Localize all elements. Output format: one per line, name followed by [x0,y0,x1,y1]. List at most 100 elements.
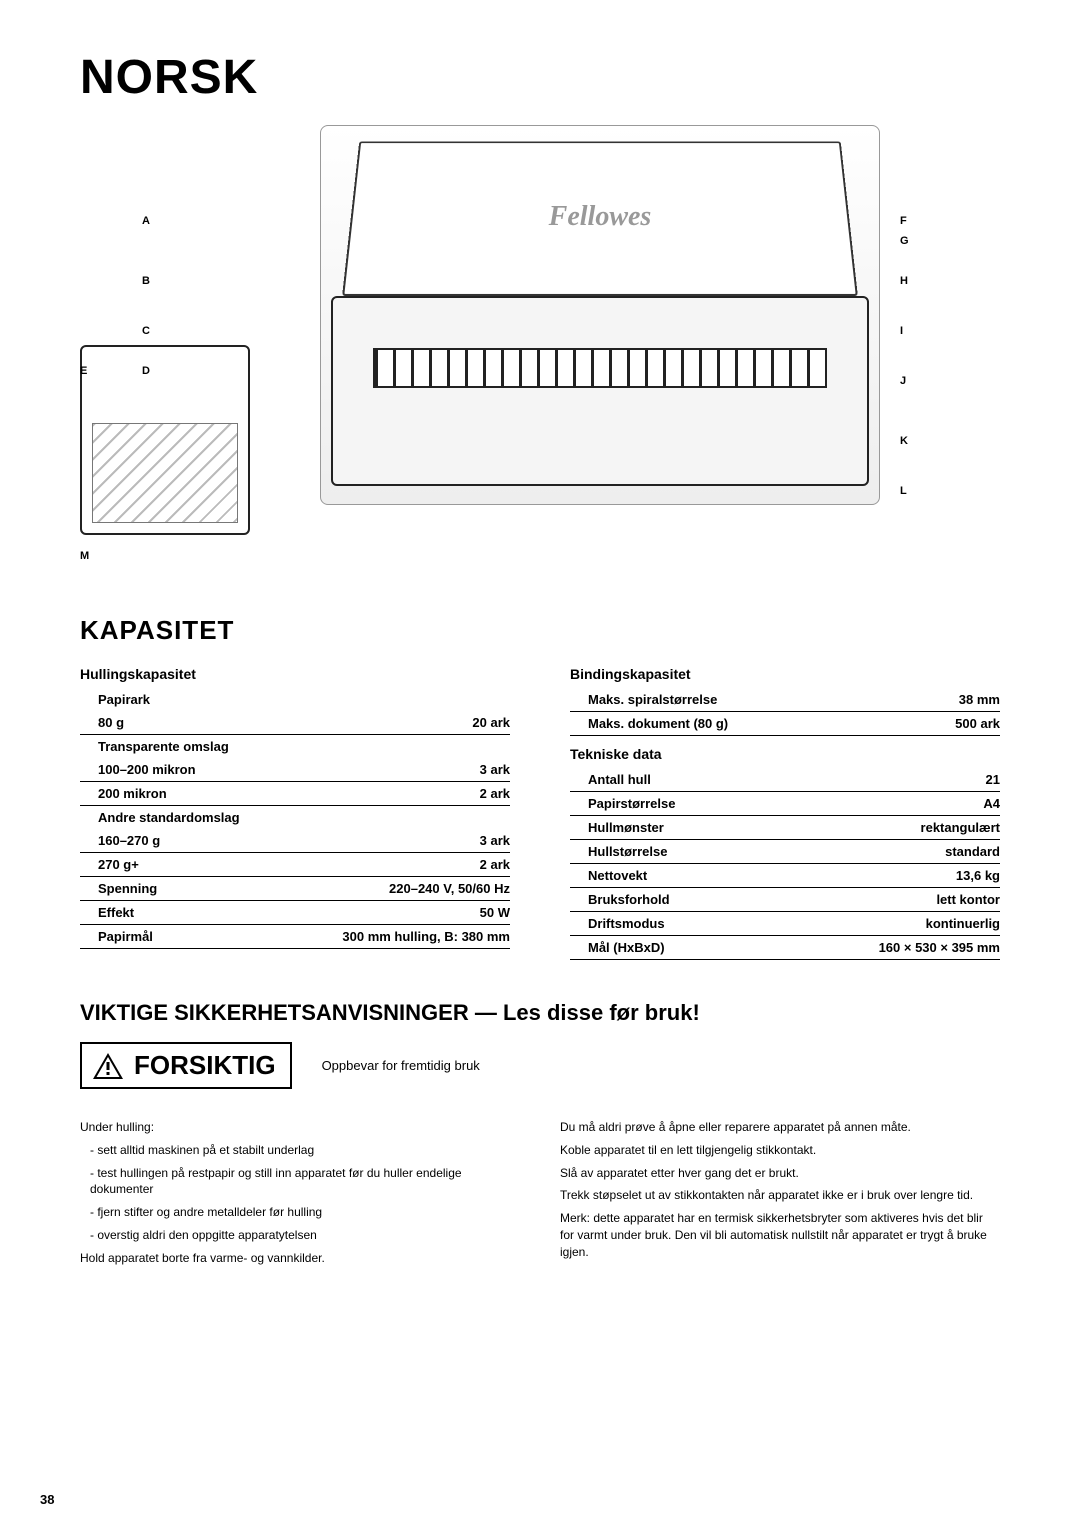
callout-label: M [80,550,89,564]
safety-text: Koble apparatet til en lett tilgjengelig… [560,1142,1000,1159]
spec-row: 200 mikron 2 ark [80,782,510,806]
safety-text: - sett alltid maskinen på et stabilt und… [80,1142,520,1159]
callout-label: C [142,325,150,339]
callout-label: A [142,215,150,229]
callout-label: D [142,365,150,379]
safety-text: - fjern stifter og andre metalldeler før… [80,1204,520,1221]
spec-key: Hullstørrelse [588,844,667,859]
spec-value: 160 × 530 × 395 mm [879,940,1000,955]
page-number: 38 [40,1492,54,1507]
spec-row: Papirstørrelse A4 [570,792,1000,816]
spec-key: Nettovekt [588,868,647,883]
spec-group-head: Andre standardomslag [80,806,510,829]
spec-key: 80 g [98,715,124,730]
capacity-right-column: Bindingskapasitet Maks. spiralstørrelse … [570,660,1000,960]
spec-value: kontinuerlig [926,916,1000,931]
safety-text: Under hulling: [80,1119,520,1136]
spec-group-head: Papirark [80,688,510,711]
spec-row: 270 g+ 2 ark [80,853,510,877]
safety-right-column: Du må aldri prøve å åpne eller reparere … [560,1113,1000,1273]
brand-logo: Fellowes [549,201,652,233]
diagram-body [331,296,869,486]
spec-key: Maks. spiralstørrelse [588,692,717,707]
spec-key: Papirstørrelse [588,796,675,811]
spec-value: 13,6 kg [956,868,1000,883]
binding-capacity-subhead: Bindingskapasitet [570,666,1000,682]
spec-row: Spenning 220–240 V, 50/60 Hz [80,877,510,901]
callout-label: H [900,275,908,289]
spec-value: 20 ark [472,715,510,730]
spec-row: Antall hull 21 [570,768,1000,792]
callout-label: L [900,485,907,499]
diagram-slot [373,348,827,388]
caution-row: FORSIKTIG Oppbevar for fremtidig bruk [80,1042,1000,1089]
spec-row: Maks. dokument (80 g) 500 ark [570,712,1000,736]
spec-value: 300 mm hulling, B: 380 mm [342,929,510,944]
spec-row: 160–270 g 3 ark [80,829,510,853]
spec-key: Bruksforhold [588,892,670,907]
spec-value: rektangulært [921,820,1000,835]
product-diagram: Fellowes A B C D E F G H I J K L M [80,125,1000,585]
safety-text: Trekk støpselet ut av stikkontakten når … [560,1187,1000,1204]
safety-text: Slå av apparatet etter hver gang det er … [560,1165,1000,1182]
capacity-columns: Hullingskapasitet Papirark 80 g 20 ark T… [80,660,1000,960]
callout-label: G [900,235,909,249]
spec-row: Bruksforhold lett kontor [570,888,1000,912]
caution-note: Oppbevar for fremtidig bruk [322,1058,480,1073]
callout-label: I [900,325,903,339]
main-diagram: Fellowes [320,125,880,505]
spec-row: 80 g 20 ark [80,711,510,735]
spec-key: Antall hull [588,772,651,787]
spec-value: 3 ark [480,833,510,848]
spec-row: Hullmønster rektangulært [570,816,1000,840]
callout-label: J [900,375,906,389]
callout-label: K [900,435,908,449]
spec-key: Papirmål [98,929,153,944]
spec-row: Driftsmodus kontinuerlig [570,912,1000,936]
safety-columns: Under hulling: - sett alltid maskinen på… [80,1113,1000,1273]
technical-data-subhead: Tekniske data [570,746,1000,762]
callout-label: B [142,275,150,289]
spec-value: standard [945,844,1000,859]
callout-label: F [900,215,907,229]
spec-key: 100–200 mikron [98,762,196,777]
spec-value: 50 W [480,905,510,920]
safety-left-column: Under hulling: - sett alltid maskinen på… [80,1113,520,1273]
spec-value: 2 ark [480,786,510,801]
spec-key: Driftsmodus [588,916,665,931]
spec-value: 3 ark [480,762,510,777]
spec-value: A4 [983,796,1000,811]
spec-key: Effekt [98,905,134,920]
spec-row: Mål (HxBxD) 160 × 530 × 395 mm [570,936,1000,960]
warning-icon [92,1052,124,1080]
safety-text: - test hullingen på restpapir og still i… [80,1165,520,1199]
safety-text: Merk: dette apparatet har en termisk sik… [560,1210,1000,1260]
spec-key: Hullmønster [588,820,664,835]
spec-row: Hullstørrelse standard [570,840,1000,864]
caution-label: FORSIKTIG [134,1050,276,1081]
spec-value: 220–240 V, 50/60 Hz [389,881,510,896]
spec-row: Effekt 50 W [80,901,510,925]
page-title: NORSK [80,50,1000,105]
spec-row: Papirmål 300 mm hulling, B: 380 mm [80,925,510,949]
small-diagram-comb [92,423,238,523]
spec-row: 100–200 mikron 3 ark [80,758,510,782]
spec-row: Maks. spiralstørrelse 38 mm [570,688,1000,712]
safety-text: - overstig aldri den oppgitte apparatyte… [80,1227,520,1244]
capacity-left-column: Hullingskapasitet Papirark 80 g 20 ark T… [80,660,510,960]
safety-text: Du må aldri prøve å åpne eller reparere … [560,1119,1000,1136]
capacity-heading: KAPASITET [80,615,1000,646]
spec-value: 38 mm [959,692,1000,707]
safety-heading: VIKTIGE SIKKERHETSANVISNINGER — Les diss… [80,1000,1000,1026]
spec-key: Mål (HxBxD) [588,940,665,955]
spec-key: 270 g+ [98,857,139,872]
spec-key: 160–270 g [98,833,160,848]
small-diagram [80,345,250,535]
spec-group-head: Transparente omslag [80,735,510,758]
safety-text: Hold apparatet borte fra varme- og vannk… [80,1250,520,1267]
spec-value: 500 ark [955,716,1000,731]
spec-row: Nettovekt 13,6 kg [570,864,1000,888]
spec-key: 200 mikron [98,786,167,801]
spec-value: 21 [986,772,1000,787]
spec-key: Maks. dokument (80 g) [588,716,728,731]
